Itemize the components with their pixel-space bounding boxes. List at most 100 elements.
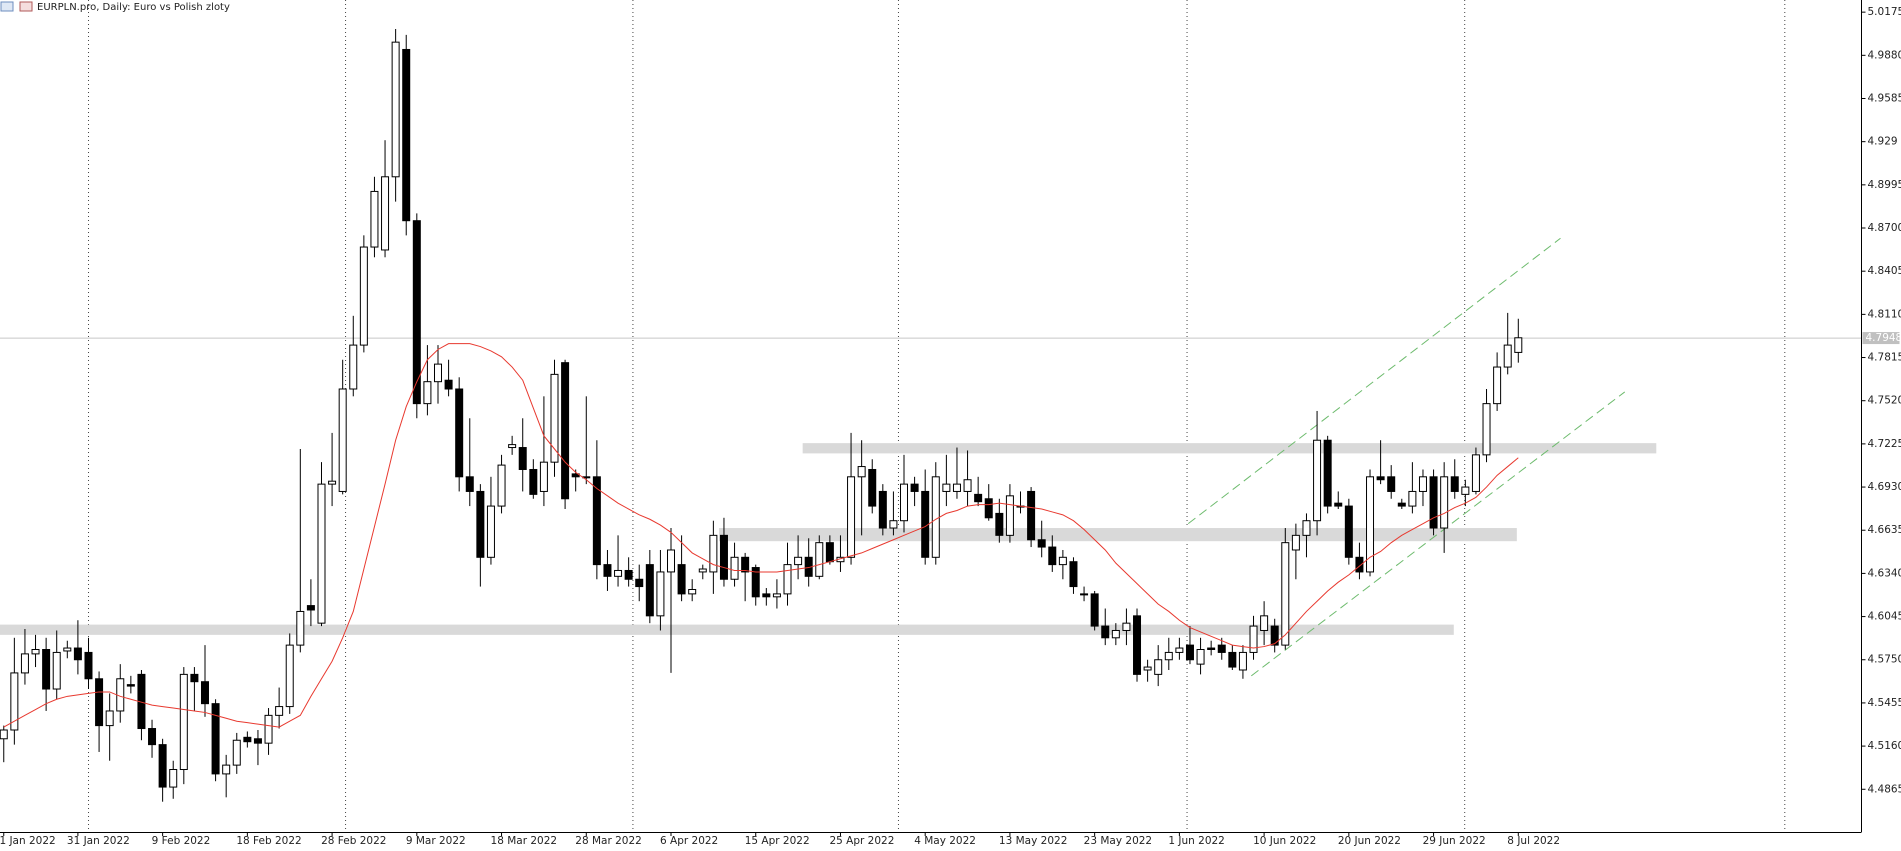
- candle-body: [412, 220, 421, 405]
- candle-body: [190, 673, 199, 683]
- marks-layer: [0, 28, 1523, 802]
- candle-body: [0, 729, 8, 740]
- x-tick-label: 9 Mar 2022: [406, 835, 466, 847]
- candle-body: [847, 476, 856, 558]
- candle-body: [349, 344, 358, 390]
- candle-body: [952, 483, 961, 492]
- candle-body: [561, 362, 570, 500]
- x-tick-label: 9 Feb 2022: [152, 835, 211, 847]
- candle-body: [148, 728, 157, 746]
- candle-body: [243, 736, 252, 743]
- candle-body: [1101, 625, 1110, 639]
- y-tick-label: 4.929: [1868, 136, 1898, 148]
- candle-body: [1069, 561, 1078, 588]
- candle-body: [539, 461, 548, 492]
- candle-body: [1048, 546, 1057, 566]
- trend-channel-line: [1187, 237, 1561, 525]
- candle-body: [1408, 490, 1417, 507]
- candle-body: [222, 764, 231, 775]
- candle-body: [285, 644, 294, 708]
- candle-body: [1238, 651, 1247, 671]
- x-tick-label: 1 Jun 2022: [1168, 835, 1224, 847]
- moving-average-line: [3, 343, 1519, 728]
- candle-body: [275, 706, 284, 716]
- candle-body: [1387, 476, 1396, 492]
- candle-body: [1334, 502, 1343, 507]
- candle-body: [328, 480, 337, 485]
- candle-body: [1514, 337, 1523, 353]
- candle-body: [1143, 666, 1152, 671]
- y-tick-label: 5.0175: [1868, 6, 1901, 18]
- candle-body: [1111, 629, 1120, 639]
- y-tick-label: 4.6340: [1868, 567, 1901, 579]
- candle-body: [381, 176, 390, 251]
- candle-body: [1461, 486, 1470, 495]
- candle-body: [518, 447, 527, 470]
- candle-body: [508, 444, 517, 449]
- price-zone: [719, 528, 1517, 542]
- x-tick-label: 31 Jan 2022: [67, 835, 130, 847]
- candle-body: [1429, 476, 1438, 529]
- candle-body: [825, 542, 834, 563]
- trend-channel-line: [1250, 391, 1626, 677]
- candle-body: [306, 605, 315, 611]
- candle-body: [105, 710, 114, 727]
- candle-body: [200, 681, 209, 705]
- candle-body: [317, 483, 326, 624]
- candle-body: [95, 678, 104, 727]
- candle-body: [550, 373, 559, 463]
- y-tick-label: 4.7225: [1868, 438, 1901, 450]
- candle-body: [1344, 505, 1353, 558]
- candle-body: [889, 520, 898, 529]
- y-tick-label: 4.9880: [1868, 49, 1901, 61]
- candle-body: [211, 703, 220, 775]
- candle-body: [1450, 476, 1459, 492]
- candle-body: [1366, 476, 1375, 573]
- x-tick-label: 18 Feb 2022: [236, 835, 301, 847]
- y-tick-label: 4.5160: [1868, 740, 1901, 752]
- candle-body: [592, 476, 601, 566]
- candle-body: [1482, 403, 1491, 456]
- candle-body: [931, 476, 940, 558]
- candle-body: [963, 479, 972, 492]
- candle-body: [1260, 615, 1269, 631]
- candle-body: [497, 464, 506, 507]
- candle-body: [772, 593, 781, 598]
- candle-body: [338, 388, 347, 492]
- y-tick-label: 4.8110: [1868, 308, 1901, 320]
- x-tick-label: 20 Jun 2022: [1338, 835, 1401, 847]
- candle-body: [1058, 556, 1067, 566]
- candle-body: [1355, 556, 1364, 573]
- candle-body: [603, 564, 612, 577]
- candle-body: [1418, 476, 1427, 492]
- candle-body: [1228, 651, 1237, 668]
- y-tick-label: 4.7520: [1868, 395, 1901, 407]
- candle-body: [10, 672, 19, 731]
- candle-body: [762, 593, 771, 598]
- candle-body: [645, 564, 654, 617]
- candle-body: [857, 466, 866, 478]
- candle-body: [815, 542, 824, 577]
- x-tick-label: 13 May 2022: [999, 835, 1067, 847]
- candle-body: [1281, 542, 1290, 646]
- candle-body: [232, 739, 241, 766]
- y-tick-label: 4.8700: [1868, 222, 1901, 234]
- y-tick-label: 4.8405: [1868, 265, 1901, 277]
- candle-body: [1175, 647, 1184, 653]
- price-zone: [0, 624, 1454, 635]
- header-icons: [0, 1, 33, 12]
- candle-body: [677, 564, 686, 595]
- candle-body: [1323, 439, 1332, 507]
- candle-body: [370, 190, 379, 248]
- x-tick-label: 28 Feb 2022: [321, 835, 386, 847]
- candle-body: [656, 571, 665, 617]
- candle-body: [709, 534, 718, 573]
- x-tick-label: 6 Apr 2022: [660, 835, 718, 847]
- last-price-label: 4.7948: [1866, 332, 1901, 344]
- y-tick-label: 4.8995: [1868, 179, 1901, 191]
- price-zone: [802, 443, 1657, 454]
- x-tick-label: 8 Jul 2022: [1507, 835, 1560, 847]
- candle-body: [1471, 454, 1480, 492]
- candle-body: [169, 769, 178, 788]
